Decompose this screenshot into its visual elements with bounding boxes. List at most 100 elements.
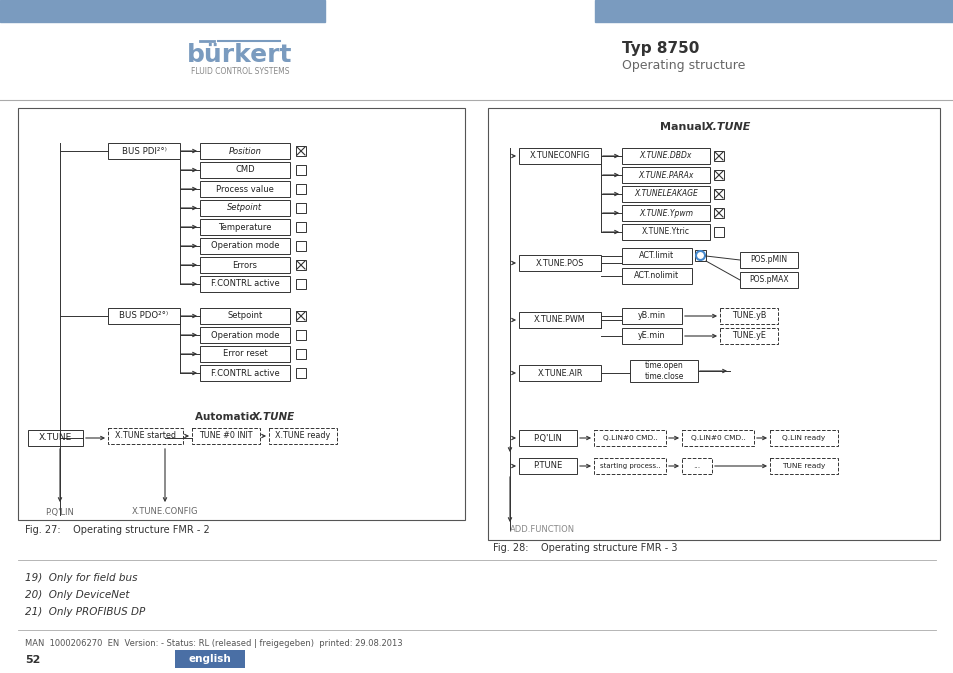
Bar xyxy=(713,208,723,218)
Text: Q.LIN#0 CMD..: Q.LIN#0 CMD.. xyxy=(602,435,657,441)
Text: X.TUNE.Ytric: X.TUNE.Ytric xyxy=(641,227,689,236)
Bar xyxy=(594,430,665,446)
Text: TUNE.yE: TUNE.yE xyxy=(731,332,765,341)
Text: Errors: Errors xyxy=(233,260,257,269)
Text: F.CONTRL active: F.CONTRL active xyxy=(211,369,279,378)
Text: Operating structure: Operating structure xyxy=(621,59,744,71)
Bar xyxy=(0,0,325,22)
Text: X.TUNE ready: X.TUNE ready xyxy=(275,431,331,441)
Bar xyxy=(681,430,753,446)
Text: Operation mode: Operation mode xyxy=(211,242,279,250)
Text: Position: Position xyxy=(229,147,261,155)
Text: yB.min: yB.min xyxy=(638,312,665,320)
Bar xyxy=(200,238,290,254)
Text: X.TUNE.Ypwm: X.TUNE.Ypwm xyxy=(639,209,692,217)
Text: TUNE ready: TUNE ready xyxy=(781,463,825,469)
Text: starting process..: starting process.. xyxy=(599,463,659,469)
Bar xyxy=(200,365,290,381)
Bar xyxy=(200,181,290,197)
Text: 19)  Only for field bus: 19) Only for field bus xyxy=(25,573,137,583)
Bar xyxy=(192,428,260,444)
Text: Automatic: Automatic xyxy=(194,412,259,422)
Text: ACT.limit: ACT.limit xyxy=(639,252,674,260)
Bar xyxy=(295,349,306,359)
Text: MAN  1000206270  EN  Version: - Status: RL (released | freigegeben)  printed: 29: MAN 1000206270 EN Version: - Status: RL … xyxy=(25,639,402,647)
Bar xyxy=(200,276,290,292)
Text: time.open
time.close: time.open time.close xyxy=(643,361,683,381)
Bar xyxy=(713,151,723,161)
Text: X.TUNE.POS: X.TUNE.POS xyxy=(536,258,583,267)
Text: ...: ... xyxy=(693,462,700,470)
Bar xyxy=(295,241,306,251)
Bar xyxy=(200,308,290,324)
Text: BUS PDO²°⁾: BUS PDO²°⁾ xyxy=(119,312,169,320)
Bar xyxy=(200,346,290,362)
Text: BUS PDI²°⁾: BUS PDI²°⁾ xyxy=(121,147,166,155)
Bar xyxy=(28,430,83,446)
Text: 21)  Only PROFIBUS DP: 21) Only PROFIBUS DP xyxy=(25,607,145,617)
Bar xyxy=(518,312,600,328)
Bar xyxy=(108,308,180,324)
Text: CMD: CMD xyxy=(235,166,254,174)
Text: X.TUNE.DBDx: X.TUNE.DBDx xyxy=(639,151,692,160)
Text: bürkert: bürkert xyxy=(187,43,293,67)
Text: X.TUNE: X.TUNE xyxy=(704,122,751,132)
Text: Manual: Manual xyxy=(659,122,709,132)
Bar xyxy=(621,308,681,324)
Bar xyxy=(200,327,290,343)
Bar xyxy=(713,170,723,180)
Bar xyxy=(720,308,778,324)
Text: X.TUNE.AIR: X.TUNE.AIR xyxy=(537,369,582,378)
Bar xyxy=(295,222,306,232)
Bar xyxy=(621,167,709,183)
Bar xyxy=(621,248,691,264)
Bar xyxy=(621,186,709,202)
Text: P.Q'LIN: P.Q'LIN xyxy=(533,433,562,443)
Bar xyxy=(269,428,336,444)
Text: english: english xyxy=(189,654,232,664)
Bar xyxy=(488,108,939,540)
Bar xyxy=(621,224,709,240)
Text: Q.LIN#0 CMD..: Q.LIN#0 CMD.. xyxy=(690,435,744,441)
Bar xyxy=(174,650,245,668)
Text: TUNE #0 INIT: TUNE #0 INIT xyxy=(199,431,253,441)
Text: X.TUNECONFIG: X.TUNECONFIG xyxy=(529,151,590,160)
Bar xyxy=(713,227,723,237)
Bar xyxy=(295,368,306,378)
Bar xyxy=(621,205,709,221)
Text: ADD.FUNCTION: ADD.FUNCTION xyxy=(510,526,575,534)
Bar xyxy=(769,458,837,474)
Text: Operation mode: Operation mode xyxy=(211,330,279,339)
Text: FLUID CONTROL SYSTEMS: FLUID CONTROL SYSTEMS xyxy=(191,67,289,77)
Bar xyxy=(740,252,797,268)
Bar xyxy=(621,268,691,284)
Bar xyxy=(200,143,290,159)
Bar xyxy=(295,330,306,340)
Text: Error reset: Error reset xyxy=(222,349,267,359)
Text: POS.pMIN: POS.pMIN xyxy=(750,256,787,264)
Bar xyxy=(713,189,723,199)
Bar xyxy=(720,328,778,344)
Bar xyxy=(295,165,306,175)
Bar xyxy=(295,184,306,194)
Text: 20)  Only DeviceNet: 20) Only DeviceNet xyxy=(25,590,130,600)
Bar xyxy=(518,430,577,446)
Bar xyxy=(295,260,306,270)
Text: Fig. 28:    Operating structure FMR - 3: Fig. 28: Operating structure FMR - 3 xyxy=(493,543,677,553)
Text: yE.min: yE.min xyxy=(638,332,665,341)
Text: Temperature: Temperature xyxy=(218,223,272,232)
Text: X.TUNE.PWM: X.TUNE.PWM xyxy=(534,316,585,324)
Text: P.TUNE: P.TUNE xyxy=(533,462,562,470)
Text: Setpoint: Setpoint xyxy=(227,312,262,320)
Text: X.TUNE started: X.TUNE started xyxy=(115,431,175,441)
Text: TUNE.yB: TUNE.yB xyxy=(731,312,765,320)
Bar xyxy=(200,219,290,235)
Text: F.CONTRL active: F.CONTRL active xyxy=(211,279,279,289)
Text: X.TUNELEAKAGE: X.TUNELEAKAGE xyxy=(634,190,698,199)
Bar xyxy=(518,255,600,271)
Bar xyxy=(295,146,306,156)
Text: X.TUNE: X.TUNE xyxy=(252,412,294,422)
Text: Fig. 27:    Operating structure FMR - 2: Fig. 27: Operating structure FMR - 2 xyxy=(25,525,210,535)
Bar xyxy=(295,203,306,213)
Text: X.TUNE: X.TUNE xyxy=(39,433,72,443)
